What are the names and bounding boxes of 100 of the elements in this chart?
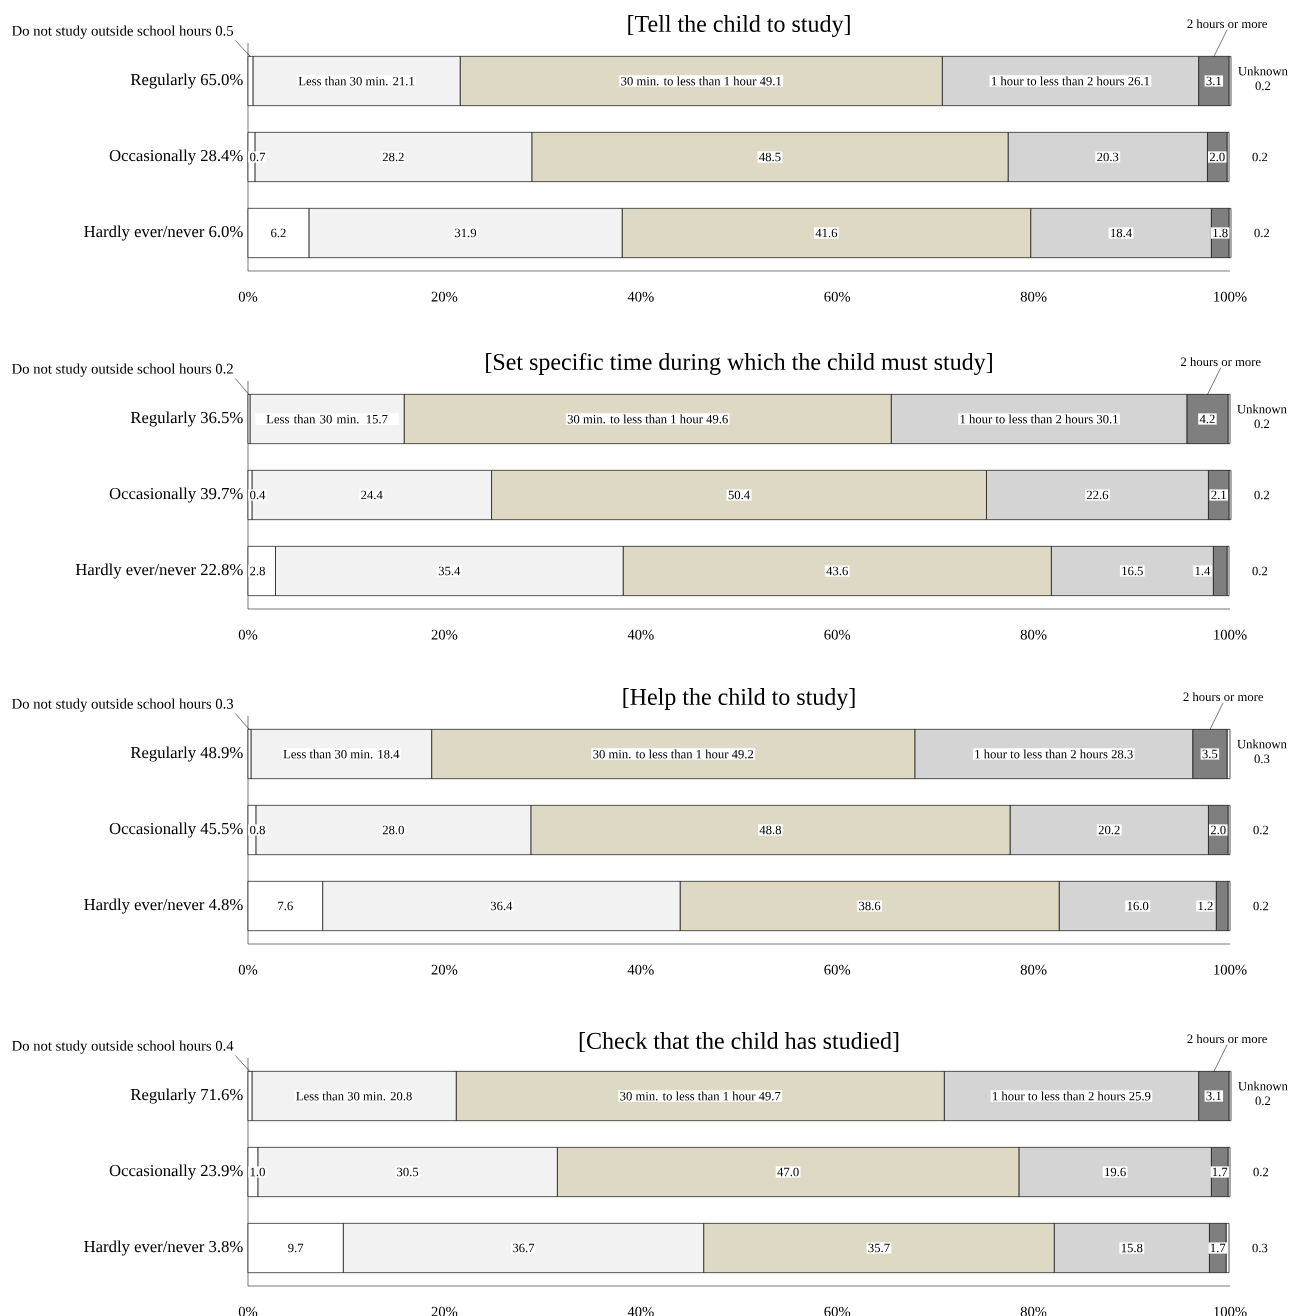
data-label: 0.2 <box>1253 825 1269 835</box>
series-label: 1 hour to less than 2 hours <box>960 414 1093 424</box>
text: Do not study outside school hours <box>12 25 212 39</box>
x-tick-label: 20% <box>431 964 458 975</box>
x-tick-label: 20% <box>431 629 458 640</box>
x-tick-label: 100% <box>1214 291 1247 302</box>
x-tick-label: 20% <box>431 291 458 302</box>
x-tick-label: 0% <box>238 629 258 640</box>
data-label: 0.2 <box>1253 901 1269 911</box>
data-label: 35.7 <box>868 1243 890 1253</box>
data-label: 48.5 <box>759 152 781 162</box>
data-label: 18.4 <box>378 749 400 759</box>
data-label: 0.3 <box>215 698 234 709</box>
text: Do not study outside school hours <box>12 698 212 712</box>
data-label: 0.2 <box>215 363 233 374</box>
data-label: 1.2 <box>1198 901 1213 911</box>
series-label: Unknown <box>1237 404 1287 414</box>
data-label: 1.8 <box>1213 228 1228 238</box>
x-tick-label: 20% <box>431 1306 458 1316</box>
series-label: 30 min. to less than 1 hour <box>620 1091 756 1101</box>
x-tick-label: 60% <box>824 291 851 302</box>
x-tick-label: 80% <box>1020 1306 1047 1316</box>
data-label: 19.6 <box>1105 1167 1126 1177</box>
x-tick-label: 0% <box>238 964 258 975</box>
y-tick-label: Hardly ever/never 6.0% <box>84 225 243 241</box>
chart-title: [Tell the child to study] <box>628 15 850 37</box>
data-label: 49.2 <box>731 749 754 759</box>
data-label: 41.6 <box>815 228 838 238</box>
y-tick-label: Occasionally 39.7% <box>109 487 243 503</box>
data-label: 1.0 <box>250 1167 265 1177</box>
series-label: Less than 30 min. <box>266 414 359 424</box>
data-label: 2.1 <box>1211 490 1226 500</box>
x-tick-label: 0% <box>238 1306 258 1316</box>
x-tick-label: 0% <box>238 291 258 302</box>
series-label: Less than 30 min. <box>298 76 388 86</box>
data-label: 0.4 <box>250 490 266 500</box>
data-label: 49.1 <box>759 76 782 86</box>
series-label: 30 min. to less than 1 hour <box>621 76 757 86</box>
data-label: 0.5 <box>215 25 234 36</box>
data-label: 50.4 <box>728 490 750 500</box>
data-label: 26.1 <box>1128 76 1150 86</box>
data-label: 36.7 <box>512 1243 535 1253</box>
data-label: 28.0 <box>382 825 404 835</box>
text: 2 hours or more <box>1181 357 1261 367</box>
x-tick-label: 80% <box>1020 291 1047 302</box>
series-label: 1 hour to less than 2 hours <box>992 76 1125 86</box>
chart-title: [Check that the child has studied] <box>579 1032 899 1052</box>
data-label: 31.9 <box>455 228 477 238</box>
data-label: 0.2 <box>1252 566 1268 576</box>
data-label: 20.2 <box>1098 825 1120 835</box>
data-label: 16.5 <box>1122 566 1143 576</box>
y-tick-label: Occasionally 45.5% <box>109 822 243 838</box>
x-tick-label: 40% <box>627 964 654 975</box>
data-label: 20.8 <box>390 1091 412 1101</box>
x-tick-label: 40% <box>627 291 654 302</box>
x-tick-label: 80% <box>1020 629 1047 640</box>
x-tick-label: 60% <box>824 629 851 640</box>
y-tick-label: Regularly 65.0% <box>130 73 243 89</box>
data-label: 9.7 <box>288 1243 304 1253</box>
data-label: 1.7 <box>1210 1243 1226 1253</box>
data-label: 0.2 <box>1254 490 1270 500</box>
data-label: 3.1 <box>1206 1091 1221 1101</box>
data-label: 47.0 <box>777 1167 799 1177</box>
data-label: 3.5 <box>1202 749 1218 759</box>
data-label: 30.5 <box>397 1167 419 1177</box>
data-label: 2.0 <box>1209 152 1225 162</box>
x-tick-label: 40% <box>627 629 654 640</box>
data-label: 25.9 <box>1129 1091 1151 1101</box>
x-tick-label: 80% <box>1020 964 1047 975</box>
y-tick-label: Hardly ever/never 3.8% <box>84 1240 243 1256</box>
data-label: 15.7 <box>366 414 388 424</box>
chart-title: [Help the child to study] <box>623 688 855 710</box>
y-tick-label: Regularly 71.6% <box>130 1088 243 1104</box>
data-label: 36.4 <box>490 901 513 911</box>
series-label: 1 hour to less than 2 hours <box>975 749 1108 759</box>
data-label: 0.4 <box>215 1040 234 1051</box>
data-label: 0.2 <box>1255 81 1271 91</box>
series-label: Unknown <box>1237 739 1287 749</box>
x-tick-label: 100% <box>1214 1306 1247 1316</box>
y-tick-label: Regularly 36.5% <box>130 411 243 427</box>
data-label: 18.4 <box>1111 228 1132 238</box>
text: 2 hours or more <box>1187 19 1267 29</box>
series-label: Less than 30 min. <box>283 749 373 759</box>
data-label: 6.2 <box>271 228 286 238</box>
data-label: 0.3 <box>1254 754 1270 764</box>
data-label: 35.4 <box>438 566 461 576</box>
text: Do not study outside school hours <box>12 363 212 377</box>
data-label: 0.3 <box>1252 1243 1268 1253</box>
data-label: 2.8 <box>250 566 265 576</box>
data-label: 0.2 <box>1254 419 1270 429</box>
data-label: 2.0 <box>1210 825 1226 835</box>
data-label: 28.3 <box>1111 749 1133 759</box>
series-label: Unknown <box>1238 66 1288 76</box>
data-label: 1.4 <box>1195 566 1211 576</box>
data-label: 0.8 <box>250 825 265 835</box>
data-label: 24.4 <box>361 490 383 500</box>
data-label: 48.8 <box>759 825 782 835</box>
data-label: 21.1 <box>393 76 414 86</box>
data-label: 15.8 <box>1121 1243 1143 1253</box>
y-tick-label: Occasionally 23.9% <box>109 1164 243 1180</box>
